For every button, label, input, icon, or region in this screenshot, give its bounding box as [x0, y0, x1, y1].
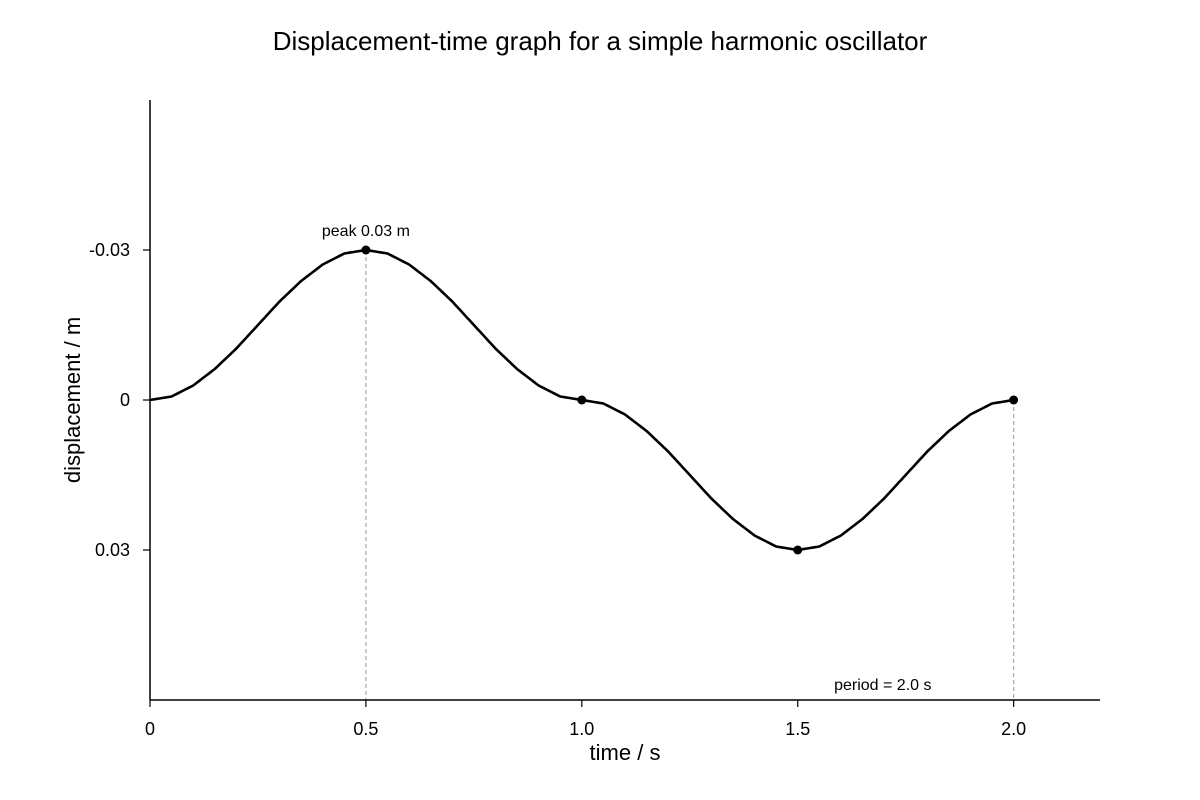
x-tick-label: 0.5 — [353, 719, 378, 739]
annotations: peak 0.03 m period = 2.0 s — [322, 223, 932, 694]
x-tick-label: 2.0 — [1001, 719, 1026, 739]
data-point-1 — [577, 395, 587, 405]
y-tick-label: 0.03 — [95, 540, 130, 560]
annotation-0: peak 0.03 m — [322, 223, 410, 240]
y-axis-label: displacement / m — [60, 317, 85, 483]
data-point-3 — [1009, 395, 1019, 405]
ticks: 0 0.5 1.0 1.5 2.0 -0.03 0 0.03 — [89, 240, 1026, 739]
y-tick-label: -0.03 — [89, 240, 130, 260]
guide-lines — [365, 250, 1015, 700]
axes — [149, 100, 1100, 701]
markers — [361, 245, 1019, 555]
x-tick-label: 1.0 — [569, 719, 594, 739]
chart-title: Displacement-time graph for a simple har… — [273, 26, 928, 56]
x-tick-label: 0 — [145, 719, 155, 739]
x-tick-label: 1.5 — [785, 719, 810, 739]
annotation-1: period = 2.0 s — [834, 677, 931, 694]
y-tick-label: 0 — [120, 390, 130, 410]
x-axis-label: time / s — [590, 740, 661, 765]
data-point-0 — [361, 245, 371, 255]
data-point-2 — [793, 545, 803, 555]
